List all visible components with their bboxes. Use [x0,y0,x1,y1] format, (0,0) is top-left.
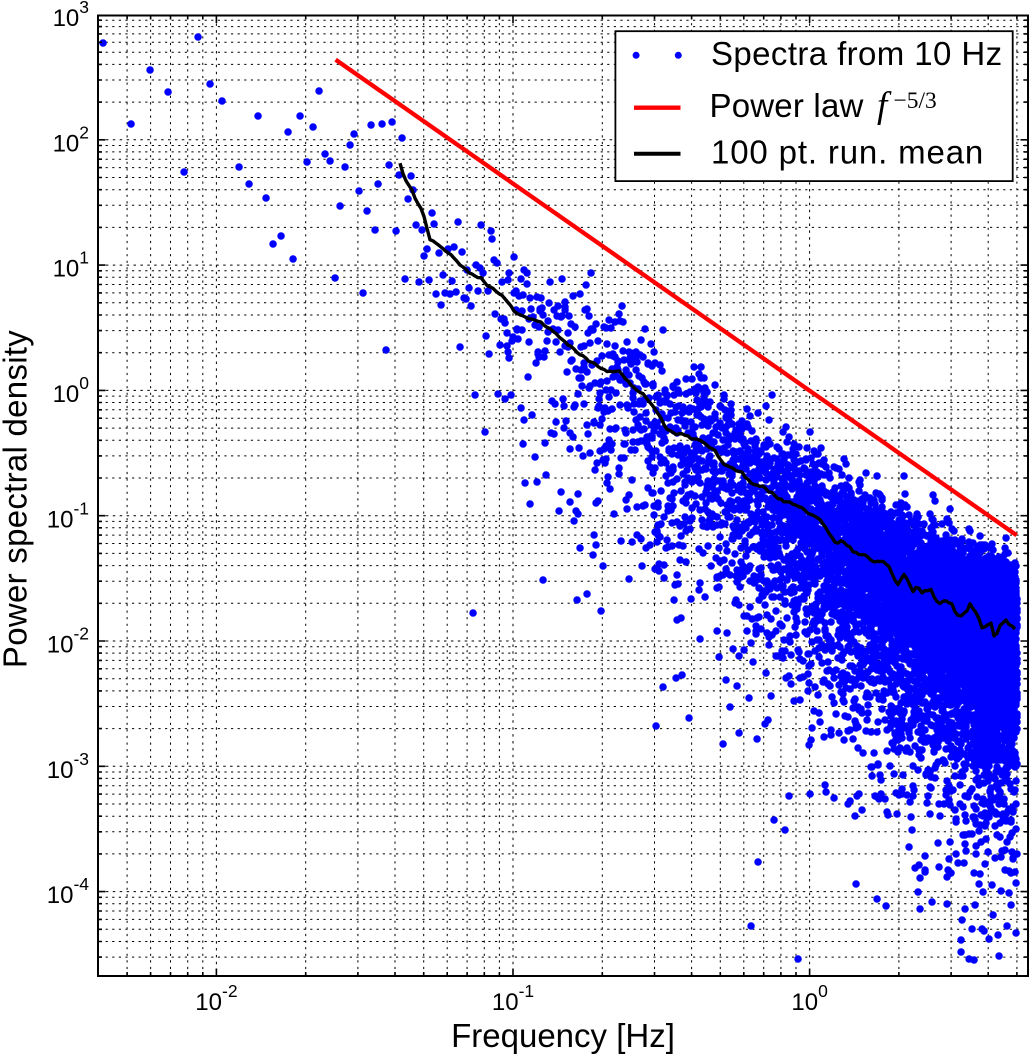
svg-text:Power law: Power law [710,87,864,124]
svg-text:Spectra from 10 Hz: Spectra from 10 Hz [711,35,1002,72]
svg-text:103: 103 [53,0,89,32]
svg-text:100 pt. run. mean: 100 pt. run. mean [711,134,984,171]
svg-text:Frequency [Hz]: Frequency [Hz] [451,1017,675,1054]
svg-text:Power spectral density: Power spectral density [0,330,34,668]
svg-text:−5/3: −5/3 [894,88,937,114]
